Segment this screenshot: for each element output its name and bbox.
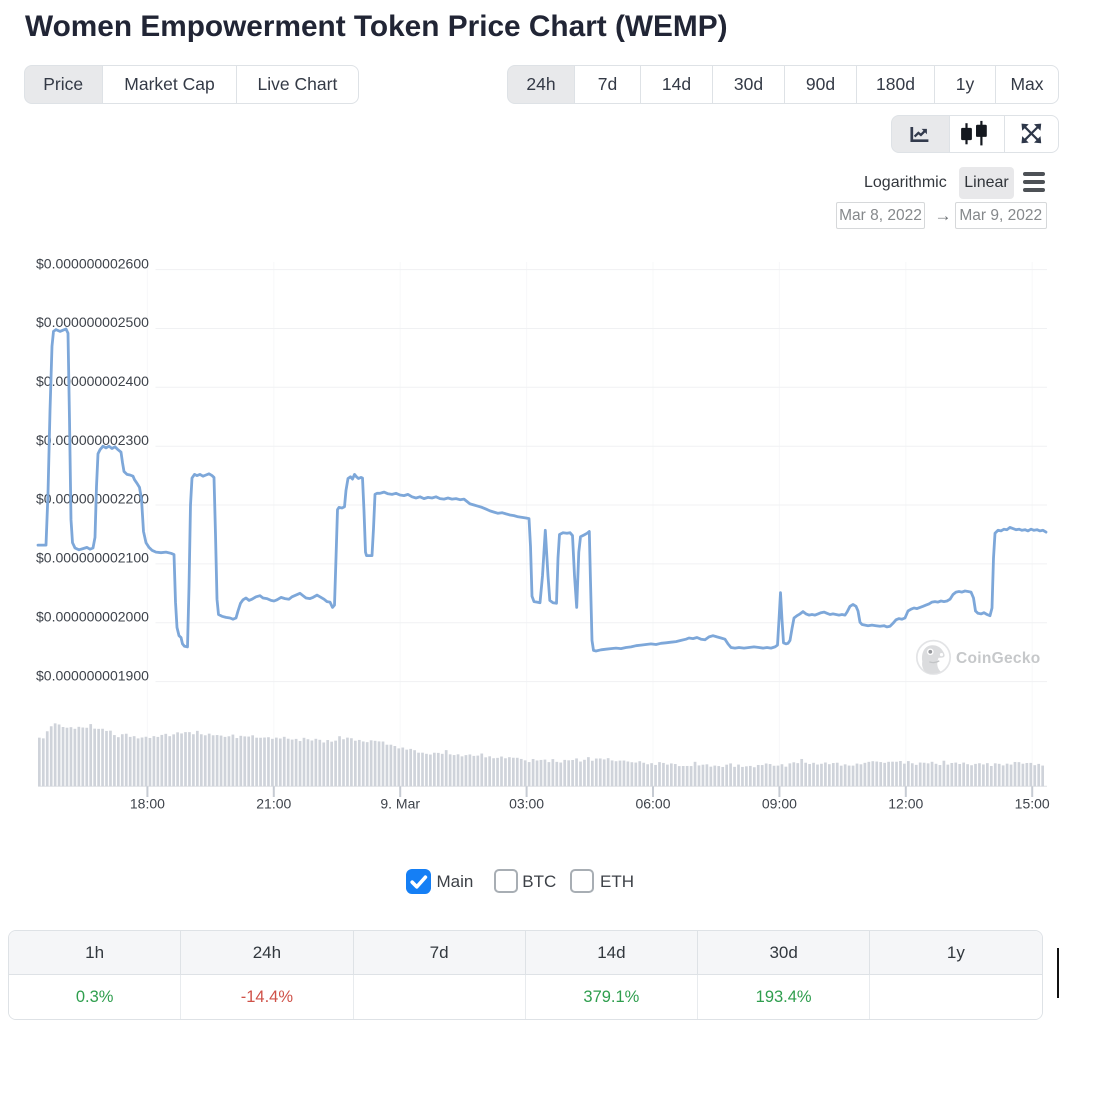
svg-text:15:00: 15:00 [1015, 796, 1050, 812]
svg-text:03:00: 03:00 [509, 796, 544, 812]
svg-text:06:00: 06:00 [635, 796, 670, 812]
svg-text:CoinGecko: CoinGecko [956, 650, 1041, 667]
svg-text:09:00: 09:00 [762, 796, 797, 812]
svg-text:21:00: 21:00 [256, 796, 291, 812]
svg-text:18:00: 18:00 [130, 796, 165, 812]
svg-text:$0.000000002600: $0.000000002600 [36, 255, 149, 271]
svg-text:9. Mar: 9. Mar [380, 796, 420, 812]
svg-text:$0.000000002300: $0.000000002300 [36, 432, 149, 448]
svg-text:$0.000000002100: $0.000000002100 [36, 550, 149, 566]
svg-text:$0.000000002000: $0.000000002000 [36, 608, 149, 624]
svg-text:$0.000000002200: $0.000000002200 [36, 491, 149, 507]
svg-text:$0.000000001900: $0.000000001900 [36, 667, 149, 683]
svg-text:$0.000000002500: $0.000000002500 [36, 314, 149, 330]
svg-text:$0.000000002400: $0.000000002400 [36, 373, 149, 389]
svg-text:12:00: 12:00 [888, 796, 923, 812]
